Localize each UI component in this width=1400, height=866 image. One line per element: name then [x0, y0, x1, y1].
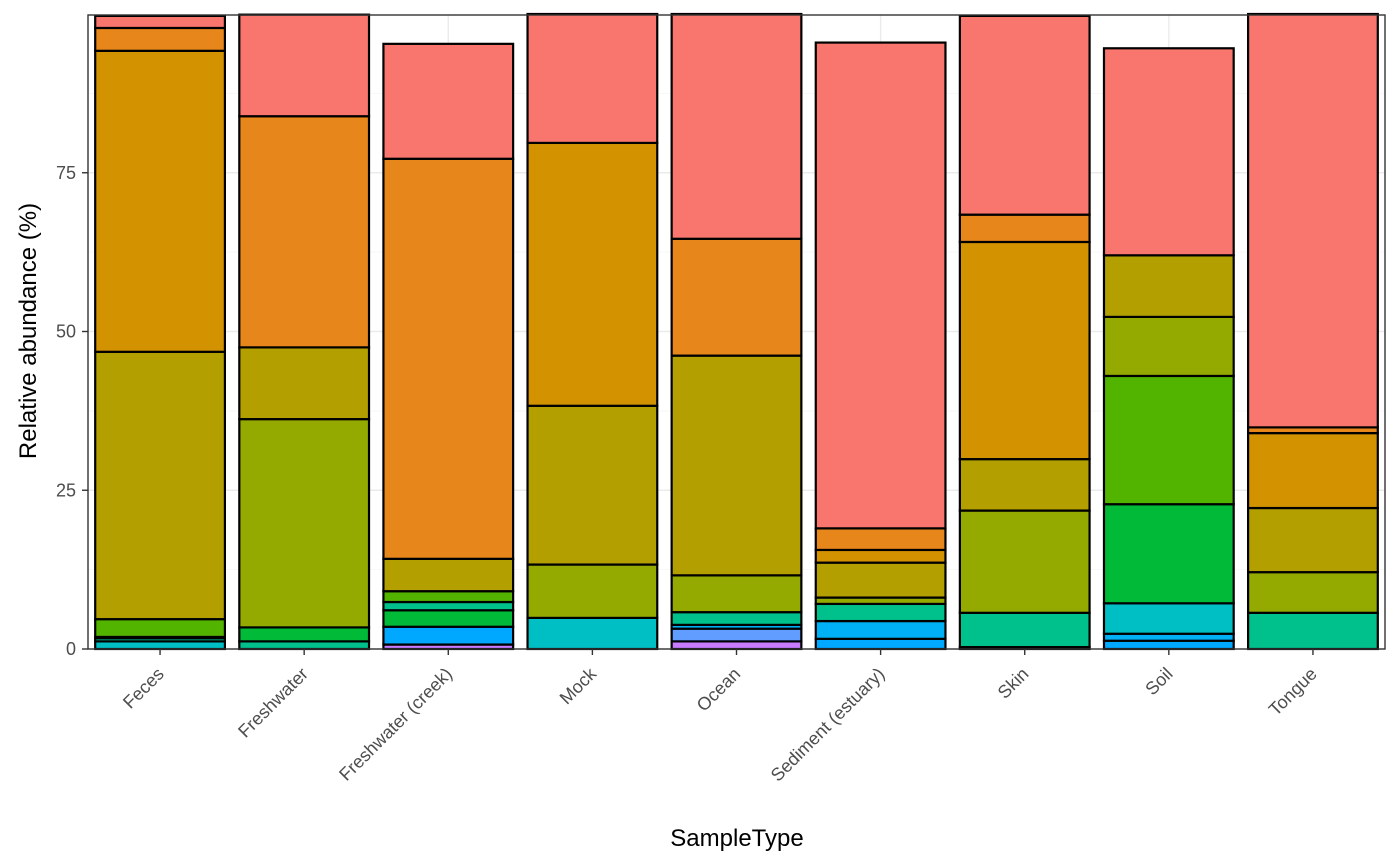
bar-segment — [1102, 639, 1235, 651]
bar-segment — [814, 637, 947, 651]
bar-segment — [1246, 571, 1379, 614]
bar-segment — [670, 237, 803, 357]
bar-segment — [1102, 47, 1235, 257]
bar-segment — [1102, 315, 1235, 378]
bar-segment — [670, 627, 803, 643]
bar-segment — [814, 619, 947, 640]
bars — [94, 12, 1379, 651]
bar-segment — [1246, 611, 1379, 651]
y-tick-label: 0 — [66, 639, 76, 659]
bar-segment — [814, 561, 947, 599]
bar-segment — [382, 557, 515, 593]
bar-segment — [958, 213, 1091, 244]
bar-segment — [670, 12, 803, 240]
y-tick-label: 25 — [56, 480, 76, 500]
bar-segment — [1102, 602, 1235, 635]
bar-segment — [670, 574, 803, 614]
bar-stack — [1102, 47, 1235, 651]
bar-segment — [958, 611, 1091, 649]
bar-stack — [958, 14, 1091, 651]
bar-segment — [814, 527, 947, 552]
bar-stack — [526, 12, 659, 651]
bar-segment — [1102, 374, 1235, 506]
bar-segment — [94, 350, 227, 621]
y-tick-label: 50 — [56, 322, 76, 342]
bar-segment — [814, 41, 947, 530]
bar-segment — [238, 115, 371, 349]
bar-segment — [238, 640, 371, 651]
bar-segment — [814, 602, 947, 623]
bar-stack — [670, 12, 803, 651]
bar-segment — [382, 157, 515, 560]
bar-segment — [94, 14, 227, 30]
bar-stack — [382, 42, 515, 651]
bar-segment — [958, 509, 1091, 614]
y-axis: 0 25 50 75 — [56, 163, 88, 659]
bar-segment — [526, 141, 659, 407]
plot-panel — [87, 12, 1386, 651]
bar-segment — [1246, 506, 1379, 574]
bar-segment — [238, 346, 371, 421]
bar-segment — [382, 625, 515, 646]
bar-segment — [94, 49, 227, 353]
bar-segment — [94, 26, 227, 52]
bar-segment — [958, 458, 1091, 512]
bar-segment — [238, 626, 371, 643]
bar-segment — [94, 618, 227, 639]
bar-stack — [1246, 12, 1379, 651]
bar-segment — [526, 616, 659, 651]
bar-segment — [94, 640, 227, 651]
bar-segment — [1246, 12, 1379, 429]
bar-segment — [670, 611, 803, 626]
bar-segment — [958, 240, 1091, 461]
bar-segment — [382, 600, 515, 612]
bar-segment — [814, 548, 947, 564]
bar-segment — [670, 354, 803, 577]
bar-segment — [382, 42, 515, 160]
bar-segment — [670, 640, 803, 651]
bar-stack — [94, 14, 227, 651]
bar-segment — [526, 563, 659, 619]
bar-segment — [238, 418, 371, 629]
bar-segment — [526, 404, 659, 566]
bar-segment — [1246, 432, 1379, 510]
bar-segment — [1102, 254, 1235, 318]
y-axis-title: Relative abundance (%) — [15, 203, 42, 459]
bar-segment — [958, 14, 1091, 216]
bar-stack — [238, 13, 371, 651]
y-tick-label: 75 — [56, 163, 76, 183]
bar-segment — [382, 609, 515, 628]
bar-segment — [238, 13, 371, 118]
bar-segment — [1102, 503, 1235, 605]
bar-stack — [814, 41, 947, 651]
x-axis-title: SampleType — [670, 825, 803, 852]
bar-segment — [526, 12, 659, 145]
bar-segment — [382, 590, 515, 604]
